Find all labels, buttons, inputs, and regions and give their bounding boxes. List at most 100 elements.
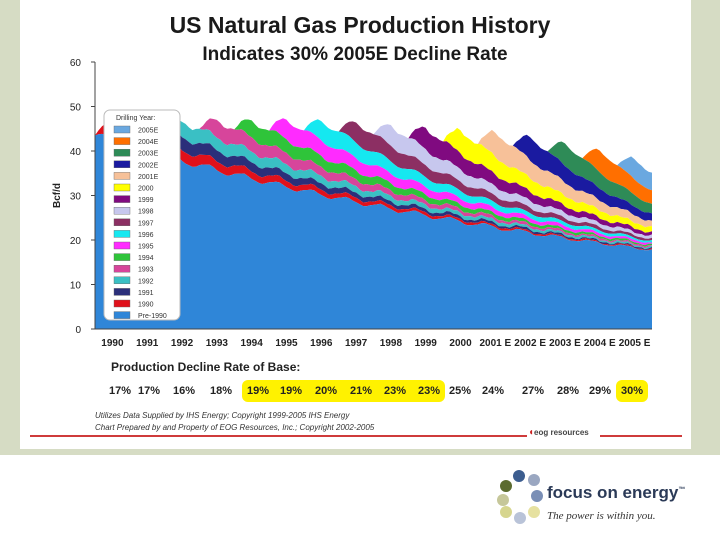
area-1992: [95, 118, 652, 250]
decline-rate: 20%: [314, 385, 338, 397]
legend-label: 1998: [138, 209, 154, 216]
decline-rate: 29%: [588, 385, 612, 397]
decline-rate: 24%: [481, 385, 505, 397]
legend-label: Pre-1990: [138, 313, 167, 320]
area-2001e: [95, 118, 652, 228]
decline-rate: 19%: [246, 385, 270, 397]
area-1995: [95, 118, 652, 246]
x-tick-label: 1990: [101, 338, 124, 349]
legend-swatch: [113, 137, 131, 145]
decline-rate: 30%: [620, 385, 644, 397]
logo-dot-icon: [497, 494, 509, 506]
credit-line-1: Utilizes Data Supplied by IHS Energy; Co…: [95, 411, 350, 420]
legend-swatch: [113, 125, 131, 134]
logo-dot-icon: [514, 512, 526, 524]
x-tick-label: 1997: [345, 338, 368, 349]
eog-mark-icon: ◖: [528, 427, 535, 438]
y-tick-label: 20: [70, 236, 82, 247]
decline-rate: 23%: [417, 385, 441, 397]
x-tick-label: 2002 E: [514, 338, 546, 349]
legend-label: 2000: [138, 186, 154, 193]
legend-label: 2002E: [138, 162, 159, 169]
legend-label: 1992: [138, 278, 154, 285]
chart-title: US Natural Gas Production History: [169, 12, 551, 38]
x-tick-label: 1992: [171, 338, 194, 349]
x-tick-label: 1991: [136, 338, 159, 349]
legend-label: 2001E: [138, 174, 159, 181]
x-tick-label: 2003 E: [549, 338, 581, 349]
y-tick-label: 50: [70, 103, 82, 114]
legend-swatch: [113, 276, 131, 284]
legend-label: 1993: [138, 267, 154, 274]
focus-logo-tagline: The power is within you.: [547, 510, 656, 522]
x-tick-label: 1995: [275, 338, 298, 349]
y-tick-label: 60: [70, 58, 82, 69]
decline-rate: 19%: [279, 385, 303, 397]
divider-line-left: [30, 435, 527, 437]
legend-label: 1994: [138, 255, 154, 262]
legend-swatch: [113, 206, 131, 215]
rate-highlight: [616, 380, 648, 402]
legend-label: 1991: [138, 290, 154, 297]
logo-dot-icon: [500, 506, 512, 518]
legend-swatch: [113, 230, 131, 238]
y-tick-label: 40: [70, 147, 82, 158]
focus-logo-text: focus on energy: [547, 483, 679, 502]
legend-label: 2004E: [138, 139, 159, 146]
eog-logo-text: eog resources: [534, 428, 589, 437]
legend-label: 1995: [138, 244, 154, 251]
legend-swatch: [113, 172, 131, 180]
x-tick-label: 2000: [449, 338, 472, 349]
decline-rate: 17%: [108, 385, 132, 397]
decline-rate: 18%: [209, 385, 233, 397]
legend-swatch: [113, 265, 131, 273]
area-1997: [95, 118, 652, 241]
x-tick-label: 2004 E: [584, 338, 616, 349]
legend-swatch: [113, 195, 131, 203]
legend-label: 1996: [138, 232, 154, 239]
x-tick-label: 1996: [310, 338, 333, 349]
trademark-mark: ™: [678, 486, 686, 494]
y-axis-label: Bcf/d: [52, 183, 63, 208]
decline-rate: 23%: [383, 385, 407, 397]
decline-rate: 17%: [137, 385, 161, 397]
legend-label: 1999: [138, 197, 154, 204]
x-tick-label: 2005 E: [619, 338, 651, 349]
y-tick-label: 0: [75, 325, 81, 336]
y-tick-label: 10: [70, 281, 82, 292]
logo-dot-icon: [500, 480, 512, 492]
divider-line-right: [600, 435, 682, 437]
decline-rate: 21%: [349, 385, 373, 397]
x-tick-label: 1998: [380, 338, 403, 349]
logo-dot-icon: [528, 506, 540, 518]
legend-label: 2003E: [138, 151, 159, 158]
legend-label: 2005E: [138, 128, 159, 135]
legend-swatch: [113, 148, 131, 157]
logo-dot-icon: [528, 474, 540, 486]
legend-swatch: [113, 299, 131, 308]
decline-rate: 27%: [521, 385, 545, 397]
eog-logo: ◖eog resources: [528, 427, 589, 438]
legend-swatch: [113, 183, 131, 192]
area-pre-1990: [95, 133, 652, 329]
decline-rate: 28%: [556, 385, 580, 397]
legend-swatch: [113, 160, 131, 169]
decline-rate: 16%: [172, 385, 196, 397]
chart-subtitle: Indicates 30% 2005E Decline Rate: [202, 44, 508, 65]
x-tick-label: 1993: [206, 338, 229, 349]
legend-swatch: [113, 311, 131, 319]
decline-rate: 25%: [448, 385, 472, 397]
legend-swatch: [113, 288, 131, 296]
focus-logo-name: focus on energy™: [547, 483, 685, 503]
legend-swatch: [113, 253, 131, 261]
y-tick-label: 30: [70, 192, 82, 203]
logo-dot-icon: [513, 470, 525, 482]
decline-rate-label: Production Decline Rate of Base:: [111, 360, 301, 374]
logo-dot-icon: [531, 490, 543, 502]
legend-label: 1990: [138, 302, 154, 309]
area-1996: [95, 118, 652, 243]
x-tick-label: 2001 E: [479, 338, 511, 349]
rate-highlight: [242, 380, 445, 402]
credit-line-2: Chart Prepared by and Property of EOG Re…: [95, 423, 375, 432]
